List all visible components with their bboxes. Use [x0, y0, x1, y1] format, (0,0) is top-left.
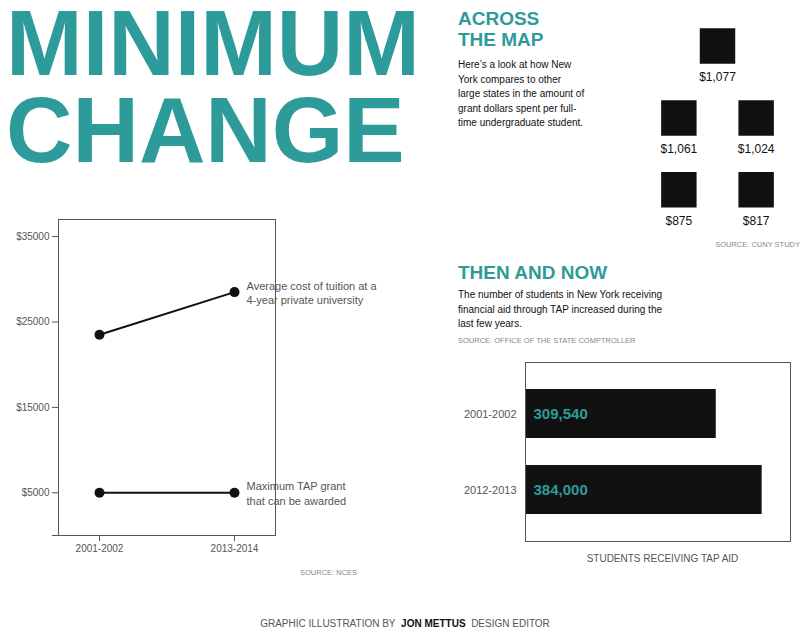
- svg-text:$1,024: $1,024: [738, 142, 775, 156]
- html-text:STUDENTS RECEIVING TAP AID: STUDENTS RECEIVING TAP AID: [586, 553, 739, 564]
- svg-text:$15000: $15000: [16, 402, 50, 413]
- svg-text:2001-2002: 2001-2002: [464, 408, 517, 420]
- html-text:SOURCE: OFFICE OF THE STATE CO: SOURCE: OFFICE OF THE STATE COMPTROLLER: [458, 336, 636, 345]
- html-text:JON METTUS: JON METTUS: [401, 618, 466, 629]
- svg-text:2012-2013: 2012-2013: [464, 484, 517, 496]
- svg-text:$5000: $5000: [22, 487, 50, 498]
- html-text:SOURCE: NCES: SOURCE: NCES: [300, 568, 358, 577]
- svg-text:$1,061: $1,061: [661, 142, 698, 156]
- html-text:SOURCE: CUNY STUDY: SOURCE: CUNY STUDY: [715, 240, 800, 249]
- svg-text:$817: $817: [743, 214, 770, 228]
- svg-text:Maximum TAP grantthat can be a: Maximum TAP grantthat can be awarded: [247, 480, 347, 506]
- svg-text:$1,077: $1,077: [699, 70, 736, 84]
- svg-text:2013-2014: 2013-2014: [211, 543, 259, 554]
- html-text:Here’s a look at how New York: Here’s a look at how New York compares t…: [458, 59, 585, 128]
- svg-text:$875: $875: [666, 214, 693, 228]
- html-text:The number of students in New: The number of students in New York recei…: [458, 289, 662, 329]
- html-text:DESIGN EDITOR: DESIGN EDITOR: [471, 618, 550, 629]
- svg-text:384,000: 384,000: [534, 481, 588, 498]
- svg-text:Average cost of tuition at a4-: Average cost of tuition at a4-year priva…: [247, 280, 378, 306]
- html-text:GRAPHIC ILLUSTRATION BY: GRAPHIC ILLUSTRATION BY: [260, 618, 396, 629]
- svg-text:$35000: $35000: [16, 231, 50, 242]
- html-text:THEN AND NOW: THEN AND NOW: [458, 262, 608, 283]
- svg-text:2001-2002: 2001-2002: [76, 543, 124, 554]
- html-text:ACROSS THE MAP: ACROSS THE MAP: [458, 8, 544, 51]
- svg-text:309,540: 309,540: [534, 405, 588, 422]
- svg-text:$25000: $25000: [16, 316, 50, 327]
